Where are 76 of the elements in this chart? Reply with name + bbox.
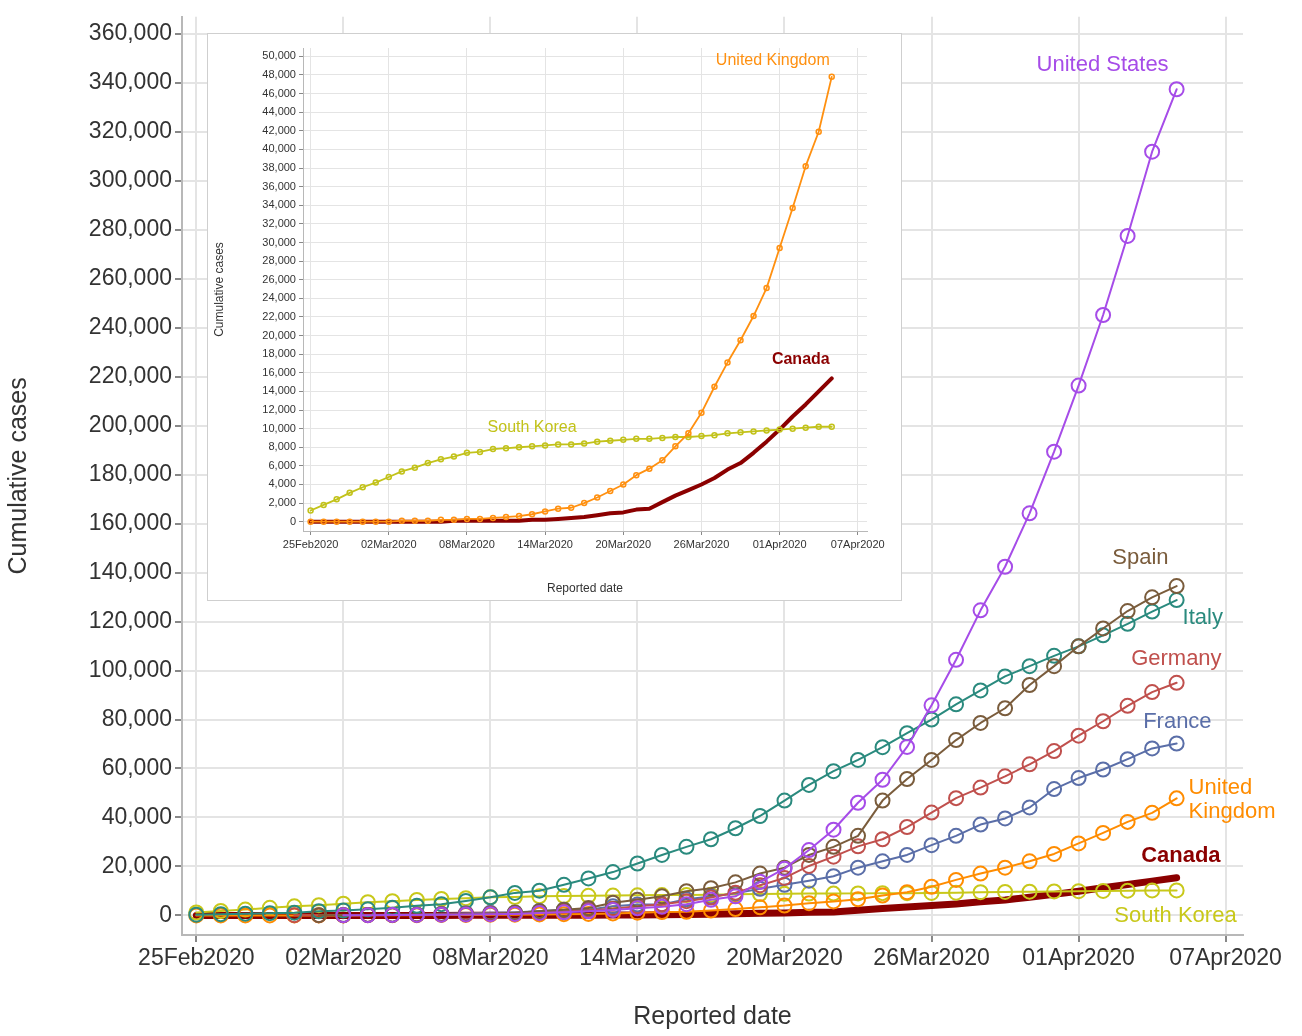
x-tick-label: 25Feb2020 xyxy=(282,537,339,550)
y-tick-label: 20,000 xyxy=(262,328,296,341)
y-tick-label: 26,000 xyxy=(262,272,296,285)
y-tick-label: 0 xyxy=(159,900,172,927)
y-tick-label: 160,000 xyxy=(88,508,172,535)
x-tick-label: 01Apr2020 xyxy=(752,537,807,550)
y-tick-label: 28,000 xyxy=(262,254,296,267)
series-label: Canada xyxy=(1141,841,1222,867)
y-tick-label: 18,000 xyxy=(262,347,296,360)
y-tick-label: 22,000 xyxy=(262,309,296,322)
y-tick-label: 44,000 xyxy=(262,105,296,118)
y-tick-label: 220,000 xyxy=(88,362,172,389)
x-axis-title: Reported date xyxy=(546,581,624,596)
y-tick-label: 4,000 xyxy=(268,477,296,490)
series-label: France xyxy=(1143,707,1212,733)
x-axis-title: Reported date xyxy=(633,1000,792,1029)
series-label: South Korea xyxy=(487,418,577,436)
y-tick-label: 20,000 xyxy=(101,851,172,878)
y-tick-label: 40,000 xyxy=(101,802,172,829)
y-tick-label: 260,000 xyxy=(88,264,172,291)
y-tick-label: 34,000 xyxy=(262,198,296,211)
y-tick-label: 140,000 xyxy=(88,557,172,584)
x-tick-label: 01Apr2020 xyxy=(1022,944,1135,971)
y-tick-label: 8,000 xyxy=(268,440,296,453)
x-tick-label: 07Apr2020 xyxy=(1169,944,1282,971)
y-tick-label: 16,000 xyxy=(262,365,296,378)
y-tick-label: 0 xyxy=(289,514,296,527)
y-tick-label: 30,000 xyxy=(262,235,296,248)
y-tick-label: 120,000 xyxy=(88,606,172,633)
x-tick-label: 02Mar2020 xyxy=(285,944,402,971)
y-tick-label: 360,000 xyxy=(88,19,172,46)
y-tick-label: 36,000 xyxy=(262,179,296,192)
x-tick-label: 14Mar2020 xyxy=(517,537,573,550)
series-label: United Kingdom xyxy=(715,50,830,68)
y-axis-title: Cumulative cases xyxy=(211,242,226,337)
x-tick-label: 02Mar2020 xyxy=(360,537,417,550)
y-tick-label: 38,000 xyxy=(262,161,296,174)
y-tick-label: 24,000 xyxy=(262,291,296,304)
series-label: United States xyxy=(1036,51,1169,77)
series-label: Italy xyxy=(1182,604,1223,630)
series-label: Germany xyxy=(1131,644,1222,670)
x-tick-label: 20Mar2020 xyxy=(726,944,843,971)
y-tick-label: 14,000 xyxy=(262,384,296,397)
y-tick-label: 2,000 xyxy=(268,496,296,509)
y-tick-label: 12,000 xyxy=(262,403,296,416)
y-tick-label: 240,000 xyxy=(88,313,172,340)
x-tick-label: 26Mar2020 xyxy=(873,944,990,971)
y-axis-title: Cumulative cases xyxy=(2,377,31,575)
y-tick-label: 50,000 xyxy=(262,49,296,62)
x-tick-label: 08Mar2020 xyxy=(432,944,549,971)
y-tick-label: 280,000 xyxy=(88,215,172,242)
series-label: United Kingdom xyxy=(1188,774,1276,824)
y-tick-label: 340,000 xyxy=(88,68,172,95)
y-tick-label: 100,000 xyxy=(88,655,172,682)
x-tick-label: 20Mar2020 xyxy=(595,537,652,550)
y-tick-label: 10,000 xyxy=(262,421,296,434)
y-tick-label: 200,000 xyxy=(88,411,172,438)
y-tick-label: 300,000 xyxy=(88,166,172,193)
x-tick-label: 07Apr2020 xyxy=(830,537,885,550)
y-tick-label: 60,000 xyxy=(101,753,172,780)
x-tick-label: 14Mar2020 xyxy=(579,944,696,971)
y-tick-label: 48,000 xyxy=(262,68,296,81)
y-tick-label: 6,000 xyxy=(268,458,296,471)
series-label: Canada xyxy=(771,350,830,368)
x-tick-label: 08Mar2020 xyxy=(439,537,495,550)
series-label: Spain xyxy=(1112,544,1169,570)
y-tick-label: 32,000 xyxy=(262,216,296,229)
y-tick-label: 80,000 xyxy=(101,704,172,731)
y-tick-label: 320,000 xyxy=(88,117,172,144)
y-tick-label: 40,000 xyxy=(262,142,296,155)
y-tick-label: 180,000 xyxy=(88,460,172,487)
y-tick-label: 46,000 xyxy=(262,86,296,99)
series-label: South Korea xyxy=(1114,902,1238,928)
x-tick-label: 25Feb2020 xyxy=(138,944,255,971)
y-tick-label: 42,000 xyxy=(262,123,296,136)
x-tick-label: 26Mar2020 xyxy=(673,537,730,550)
